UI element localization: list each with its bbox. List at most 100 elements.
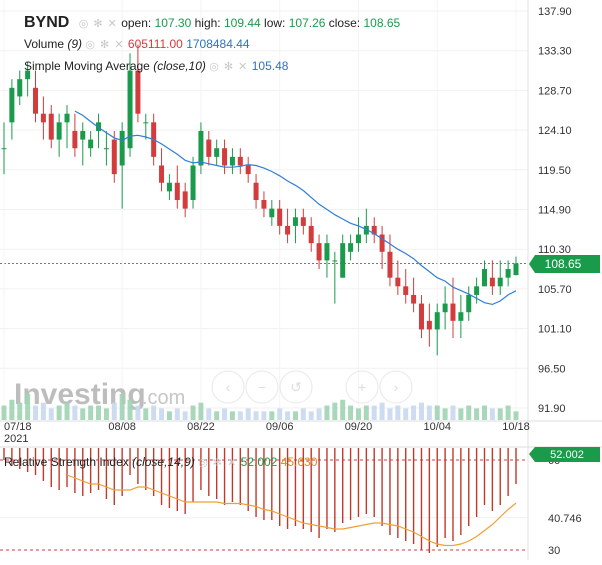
candle-body: [269, 209, 274, 218]
chart-nav-controls[interactable]: ‹ − ↺ + ›: [212, 371, 412, 403]
candle-body: [427, 321, 432, 330]
price-y-axis: 137.90133.30128.70124.10119.50114.90110.…: [528, 0, 572, 560]
volume-bar: [230, 411, 235, 420]
volume-bar: [159, 408, 164, 420]
sma-settings-icon[interactable]: ◎ ✻ ✕: [209, 61, 248, 73]
rsi-signal-line: [67, 475, 516, 546]
candle-body: [403, 286, 408, 295]
date-tick-label: 10/04: [423, 421, 451, 433]
volume-bar: [277, 408, 282, 420]
legend-settings-icon[interactable]: ◎ ✻ ✕: [79, 18, 118, 30]
rsi-settings-icon[interactable]: ◎ ✻ ✕: [198, 457, 237, 469]
volume-bar: [395, 406, 400, 420]
candle-body: [238, 157, 243, 166]
candle-body: [387, 252, 392, 278]
price-tick-label: 114.90: [538, 205, 571, 217]
date-tick-label: 09/20: [345, 421, 373, 433]
volume-bar: [466, 406, 471, 420]
low-label: low:: [264, 16, 285, 30]
sma-path: [75, 111, 516, 304]
volume-value-1: 605111.00: [128, 37, 183, 51]
candle-body: [340, 243, 345, 278]
volume-bar: [301, 408, 306, 420]
candle-body: [143, 122, 148, 123]
volume-bar: [372, 406, 377, 420]
price-tick-label: 133.30: [538, 46, 572, 58]
rsi-y-axis: 6040.74630: [548, 455, 582, 557]
candles: [2, 45, 519, 356]
candle-body: [80, 131, 85, 140]
candle-body: [514, 263, 519, 275]
last-price-tag: 108.65: [529, 255, 600, 273]
candle-body: [2, 148, 7, 149]
price-tick-label: 128.70: [538, 85, 572, 97]
candle-body: [458, 312, 463, 321]
volume-bar: [435, 406, 440, 420]
candle-body: [175, 183, 180, 200]
sma-line: [75, 111, 516, 304]
symbol-name[interactable]: BYND: [24, 14, 69, 31]
volume-bar: [387, 408, 392, 420]
sma-value: 105.48: [252, 59, 289, 73]
volume-bar: [419, 403, 424, 420]
volume-bar: [33, 406, 38, 420]
sma-label: Simple Moving Average: [24, 59, 150, 73]
zoom-in-icon: +: [358, 379, 366, 395]
candle-body: [159, 165, 164, 182]
volume-bar: [104, 408, 109, 420]
candle-body: [506, 269, 511, 278]
date-tick-label: 09/06: [266, 421, 294, 433]
candle-body: [17, 79, 22, 96]
rsi-tag: 52.002: [529, 447, 600, 462]
price-tick-label: 137.90: [538, 6, 572, 18]
candle-body: [65, 114, 70, 123]
candle-body: [254, 183, 259, 200]
candle-body: [246, 165, 251, 174]
volume-bar: [332, 403, 337, 420]
volume-bar: [411, 406, 416, 420]
volume-bar: [198, 403, 203, 420]
candle-body: [332, 260, 337, 261]
volume-bar: [324, 406, 329, 420]
volume-bar: [246, 408, 251, 420]
volume-param: (9): [67, 37, 82, 51]
candle-body: [230, 157, 235, 166]
volume-bar: [380, 403, 385, 420]
volume-bar: [498, 408, 503, 420]
candle-body: [198, 131, 203, 166]
volume-bar: [293, 411, 298, 420]
candle-body: [419, 304, 424, 330]
candle-body: [348, 243, 353, 252]
price-tick-label: 105.70: [538, 284, 572, 296]
volume-bar: [506, 406, 511, 420]
rsi-tag-value: 52.002: [550, 449, 584, 461]
candle-body: [277, 209, 282, 226]
price-tag-value: 108.65: [545, 257, 582, 271]
reset-icon: ↺: [290, 379, 302, 395]
candle-body: [482, 269, 487, 286]
candle-body: [293, 217, 298, 226]
volume-bar: [120, 394, 125, 420]
volume-bar: [458, 408, 463, 420]
volume-bar: [214, 411, 219, 420]
candle-body: [104, 148, 109, 149]
rsi-tick-label: 30: [548, 545, 560, 557]
volume-bar: [261, 411, 266, 420]
volume-bar: [88, 406, 93, 420]
volume-bar: [17, 403, 22, 420]
volume-bar: [254, 411, 259, 420]
volume-bar: [482, 406, 487, 420]
volume-settings-icon[interactable]: ◎ ✻ ✕: [85, 39, 124, 51]
volume-bar: [96, 406, 101, 420]
candle-body: [49, 114, 54, 140]
ohlc-legend: BYND ◎ ✻ ✕ open: 107.30 high: 109.44 low…: [4, 14, 400, 32]
volume-bar: [175, 408, 180, 420]
year-tick-label: 2021: [4, 433, 28, 445]
volume-bar: [269, 411, 274, 420]
candle-body: [411, 295, 416, 304]
candle-body: [88, 140, 93, 149]
candle-body: [490, 278, 495, 287]
price-tick-label: 119.50: [538, 165, 571, 177]
